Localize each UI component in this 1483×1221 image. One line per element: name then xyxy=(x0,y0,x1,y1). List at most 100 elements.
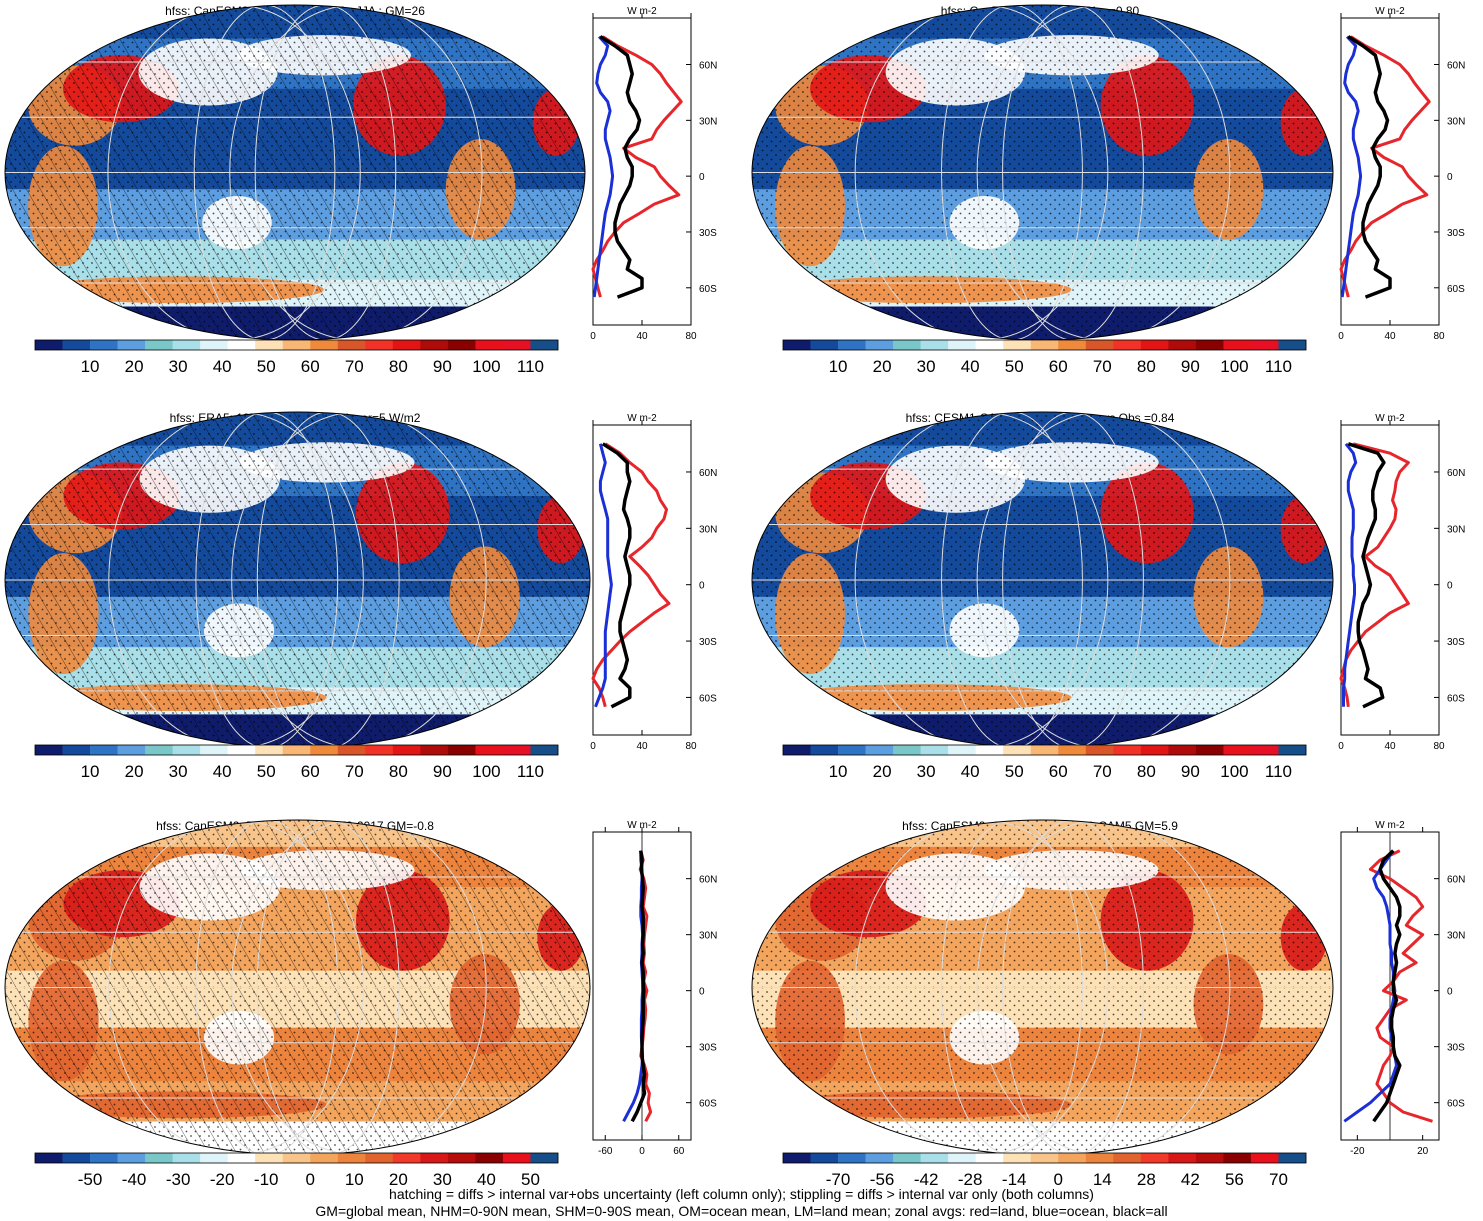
colorbar-swatch xyxy=(392,745,421,755)
colorbar-swatch xyxy=(392,1153,421,1163)
colorbar-swatch xyxy=(1140,745,1169,755)
zonal-xtick-label: -60 xyxy=(598,1146,613,1157)
colorbar-tick-label: 20 xyxy=(389,1170,408,1189)
zonal-ytick-label: 60S xyxy=(1447,1099,1465,1110)
colorbar-tick-label: -10 xyxy=(254,1170,279,1189)
colorbar-tick-label: 90 xyxy=(433,762,452,781)
colorbar-swatch xyxy=(1058,745,1087,755)
colorbar-swatch xyxy=(475,340,504,350)
graticule-lon xyxy=(854,412,1109,748)
colorbar-swatch xyxy=(337,745,366,755)
zonal-ytick-label: 0 xyxy=(699,987,705,998)
colorbar-swatch xyxy=(475,745,504,755)
colorbar-swatch xyxy=(62,745,91,755)
zonal-series-black xyxy=(1372,849,1402,1123)
colorbar-swatch xyxy=(172,340,201,350)
zonal-xtick-label: -20 xyxy=(1350,1146,1365,1157)
colorbar-tick-label: 30 xyxy=(169,357,188,376)
zonal-series-blue xyxy=(1342,442,1358,707)
colorbar-tick-label: -30 xyxy=(166,1170,191,1189)
colorbar-swatch xyxy=(227,1153,256,1163)
colorbar-tick-label: 50 xyxy=(1005,357,1024,376)
graticule-lon xyxy=(976,5,1231,340)
colorbar-swatch xyxy=(1030,1153,1059,1163)
map xyxy=(752,412,1333,748)
colorbar-swatch xyxy=(475,1153,504,1163)
graticule-lon xyxy=(195,412,339,748)
panel-4: hfss: CESM1-CAM5: GM=20 PatCor vs Obs =0… xyxy=(751,411,1465,781)
colorbar-swatch xyxy=(893,745,921,755)
colorbar-tick-label: 10 xyxy=(829,357,848,376)
zonal-ytick-label: 30N xyxy=(1447,524,1465,535)
zonal-unit-label: W m-2 xyxy=(627,6,657,17)
colorbar-swatch xyxy=(1168,745,1197,755)
graticule-lon xyxy=(941,412,1083,748)
colorbar-swatch xyxy=(1195,340,1224,350)
graticule-lon xyxy=(108,820,364,1155)
graticule-lon xyxy=(256,412,400,748)
colorbar-swatch xyxy=(1140,1153,1169,1163)
colorbar-swatch xyxy=(310,340,339,350)
colorbar-frame xyxy=(34,1152,559,1164)
colorbar-tick-label: 70 xyxy=(345,762,364,781)
colorbar-swatch xyxy=(1223,1153,1252,1163)
colorbar-swatch xyxy=(865,340,894,350)
colorbar-swatch xyxy=(255,745,284,755)
zonal-series-blue xyxy=(594,443,613,708)
zonal-xtick-label: 0 xyxy=(1338,331,1344,342)
zonal-unit-label: W m-2 xyxy=(1375,820,1405,831)
colorbar-swatch xyxy=(337,1153,366,1163)
colorbar-swatch xyxy=(90,1153,118,1163)
zonal-ytick-label: 60S xyxy=(699,693,717,704)
zonal-plot: 60N 30N 0 30S 60S -60 0 60 W m-2 xyxy=(592,820,717,1157)
colorbar-swatch xyxy=(447,1153,476,1163)
zonal-xtick-label: 80 xyxy=(1433,741,1445,752)
zonal-xtick-label: 0 xyxy=(590,331,596,342)
graticule-lon xyxy=(231,820,487,1155)
zonal-ytick-label: 0 xyxy=(699,581,705,592)
colorbar-tick-label: 60 xyxy=(301,762,320,781)
zonal-plot: 60N 30N 0 30S 60S 0 40 80 W m-2 xyxy=(590,6,717,342)
colorbar-tick-label: 20 xyxy=(873,762,892,781)
colorbar-tick-label: 30 xyxy=(169,762,188,781)
colorbar-tick-label: 30 xyxy=(917,357,936,376)
colorbar-tick-label: -28 xyxy=(958,1170,983,1189)
colorbar-swatch xyxy=(365,1153,394,1163)
colorbar-swatch xyxy=(420,340,449,350)
footer: hatching = diffs > internal var+obs unce… xyxy=(0,1186,1483,1220)
colorbar-tick-label: -20 xyxy=(210,1170,235,1189)
zonal-ytick-label: 0 xyxy=(1447,987,1453,998)
zonal-xtick-label: 40 xyxy=(636,331,648,342)
colorbar-tick-label: 80 xyxy=(1137,357,1156,376)
colorbar-swatch xyxy=(893,1153,921,1163)
colorbar-swatch xyxy=(172,1153,201,1163)
colorbar-swatch xyxy=(35,1153,63,1163)
colorbar-swatch xyxy=(530,1153,559,1163)
zonal-series-black xyxy=(1347,442,1386,709)
colorbar-swatch xyxy=(530,340,559,350)
colorbar-swatch xyxy=(975,340,1004,350)
colorbar-swatch xyxy=(1195,1153,1224,1163)
zonal-unit-label: W m-2 xyxy=(1375,6,1405,17)
colorbar-swatch xyxy=(227,340,256,350)
zonal-frame xyxy=(1340,17,1440,326)
colorbar-tick-label: 40 xyxy=(961,762,980,781)
zonal-series-red xyxy=(638,850,653,1122)
colorbar-swatch xyxy=(90,340,118,350)
colorbar-swatch xyxy=(920,340,949,350)
colorbar-swatch xyxy=(502,1153,531,1163)
colorbar-swatch xyxy=(255,340,284,350)
colorbar-tick-label: 70 xyxy=(1093,357,1112,376)
colorbar-swatch xyxy=(1113,1153,1142,1163)
colorbar-swatch xyxy=(1058,1153,1087,1163)
colorbar-swatch xyxy=(1085,340,1114,350)
colorbar-swatch xyxy=(1195,745,1224,755)
colorbar-swatch xyxy=(365,340,394,350)
colorbar-swatch xyxy=(1140,340,1169,350)
zonal-ytick-label: 0 xyxy=(1447,581,1453,592)
zonal-ytick-label: 30N xyxy=(1447,116,1465,127)
zonal-ytick-label: 30S xyxy=(1447,1043,1465,1054)
zonal-xtick-label: 40 xyxy=(1384,331,1396,342)
colorbar-swatch xyxy=(447,745,476,755)
colorbar-swatch xyxy=(447,340,476,350)
